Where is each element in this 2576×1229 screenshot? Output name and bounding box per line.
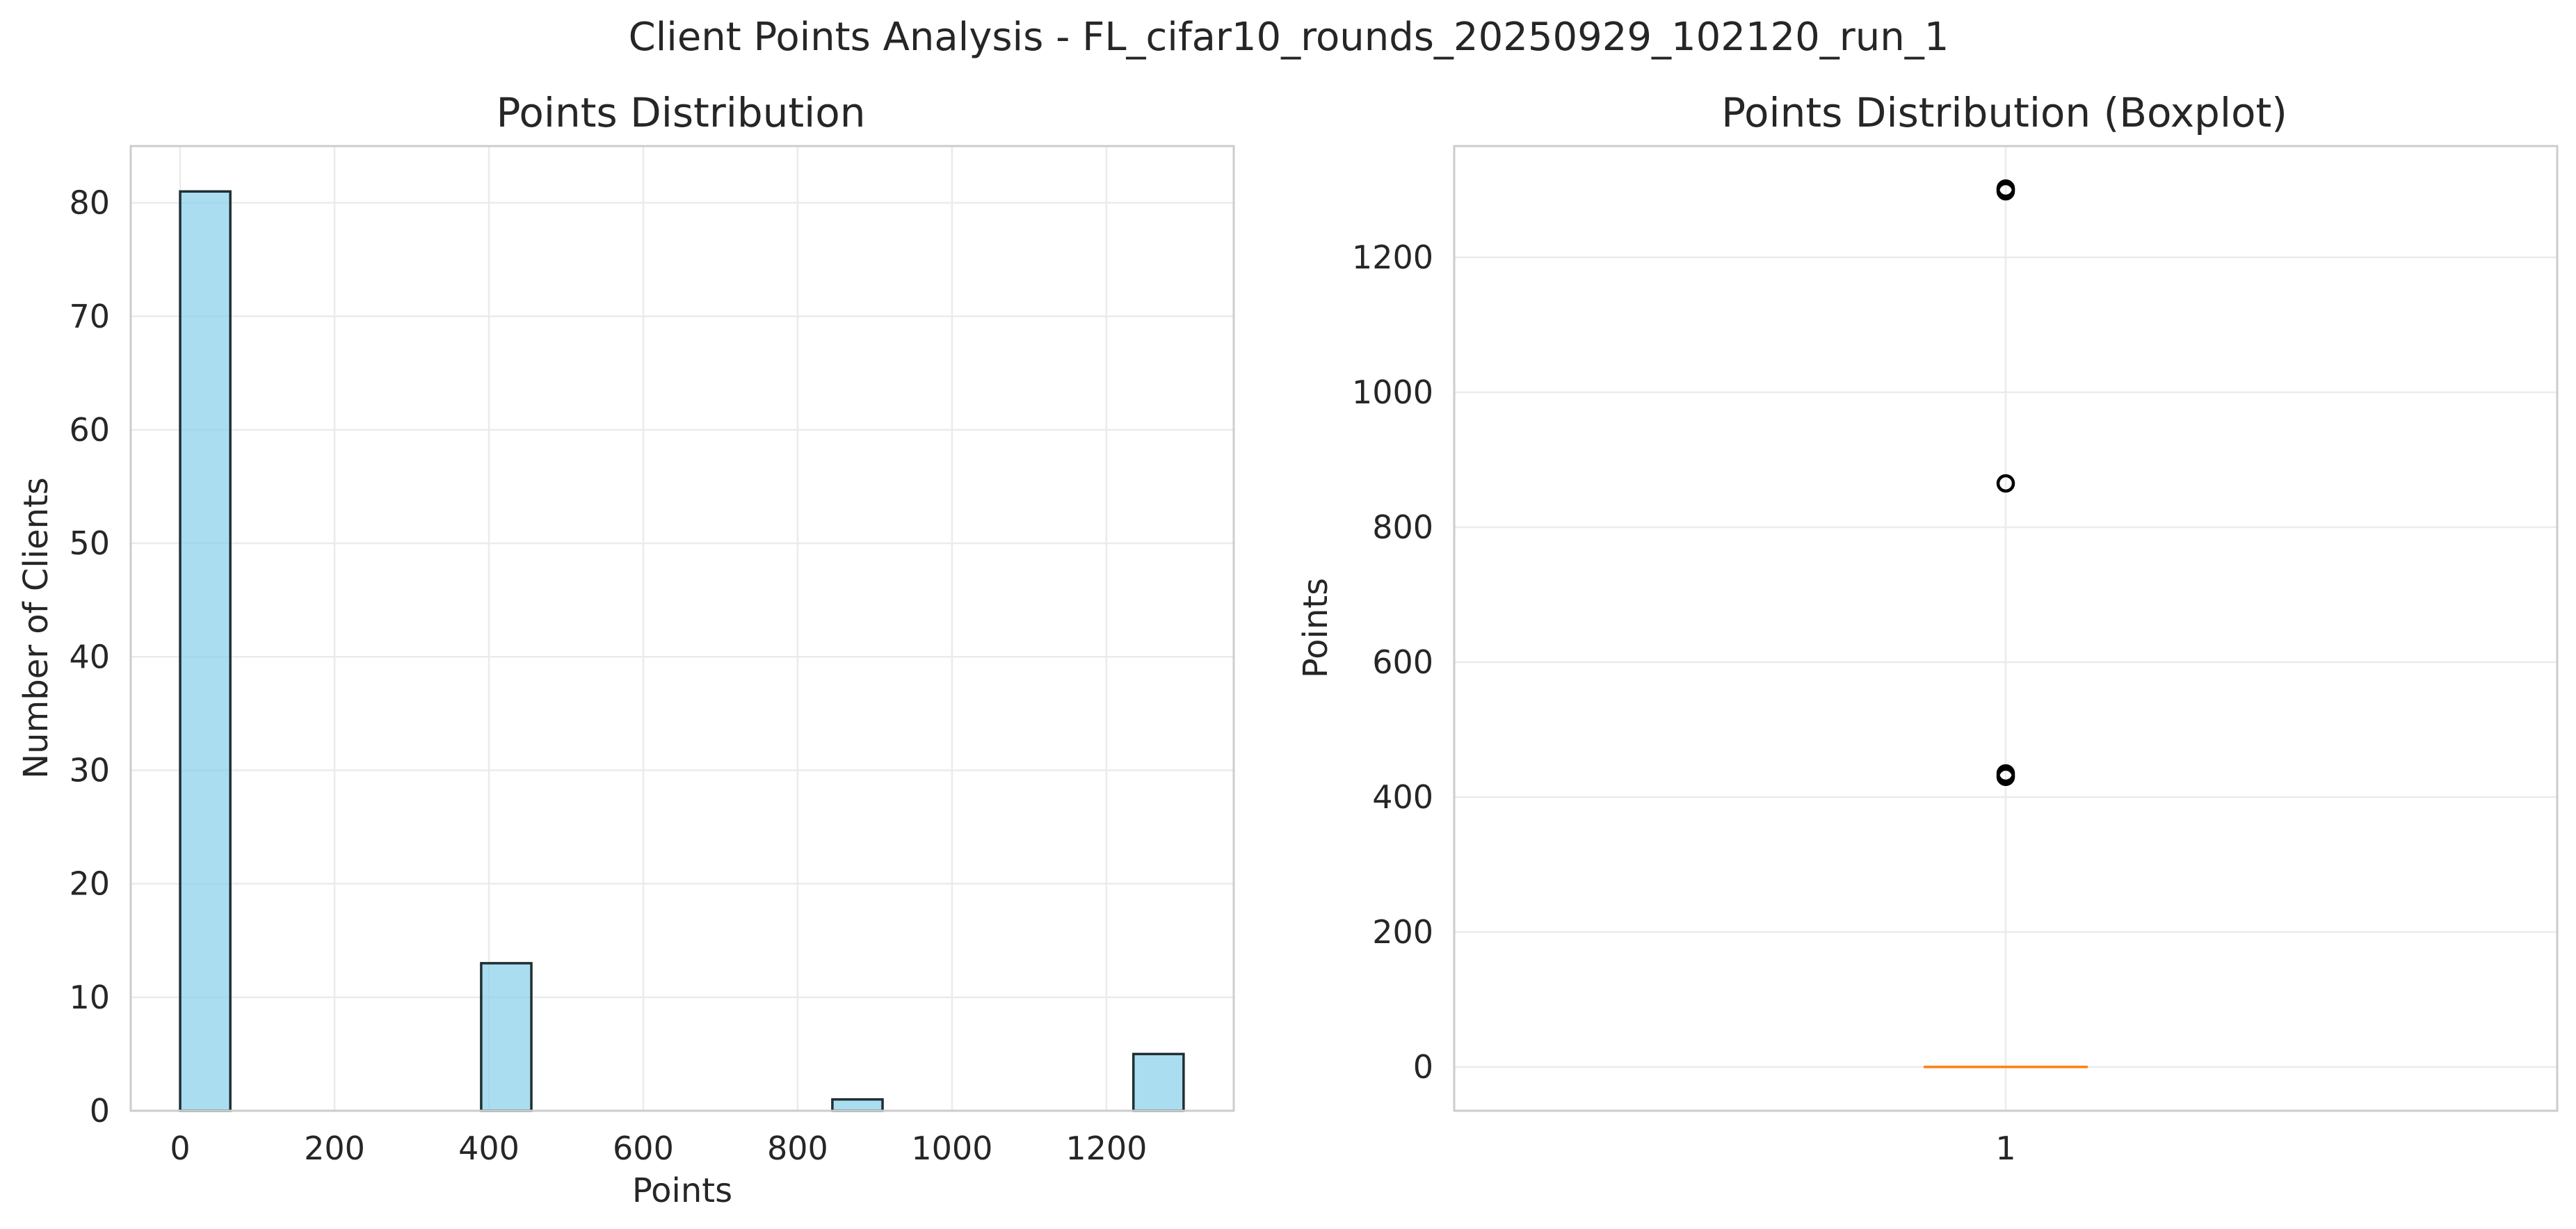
boxplot-y-tick-label: 400 (1372, 778, 1433, 816)
histogram-y-tick-label: 40 (69, 638, 110, 675)
histogram-title: Points Distribution (496, 89, 865, 136)
boxplot-outlier-point (1996, 182, 2015, 201)
histogram-y-ticks: 0 10 20 30 40 50 60 70 80 (69, 184, 110, 1130)
histogram-y-tick-label: 10 (69, 979, 110, 1016)
boxplot-y-tick-label: 0 (1413, 1048, 1433, 1086)
histogram-x-tick-label: 800 (767, 1130, 828, 1167)
histogram-bar (1132, 1052, 1185, 1112)
histogram-frame (129, 145, 1235, 1112)
boxplot-outliers (1996, 179, 2015, 787)
boxplot-y-tick-label: 1000 (1352, 373, 1433, 411)
histogram-x-tick-label: 0 (170, 1130, 190, 1167)
histogram-bars (179, 190, 1185, 1112)
histogram-x-tick-label: 1000 (911, 1130, 992, 1167)
histogram-y-tick-label: 0 (90, 1092, 110, 1130)
histogram-bar (179, 190, 232, 1112)
boxplot-gridlines (1454, 146, 2557, 1111)
figure-suptitle: Client Points Analysis - FL_cifar10_roun… (629, 15, 1949, 60)
histogram-y-tick-label: 20 (69, 865, 110, 903)
histogram-x-ticks: 0 200 400 600 800 1000 1200 (170, 1130, 1147, 1167)
boxplot-y-tick-label: 800 (1372, 508, 1433, 546)
histogram-xlabel: Points (632, 1171, 732, 1210)
boxplot-x-tick-label: 1 (1995, 1130, 2015, 1167)
boxplot-outlier-point (1996, 474, 2015, 493)
boxplot-y-tick-label: 600 (1372, 643, 1433, 681)
histogram-y-tick-label: 50 (69, 524, 110, 562)
histogram-bar (831, 1098, 884, 1112)
boxplot-y-tick-label: 1200 (1352, 239, 1433, 276)
histogram-plot-area (131, 146, 1234, 1111)
boxplot-panel: Points Distribution (Boxplot) 1 0 200 400 6… (1296, 89, 2559, 1167)
boxplot-y-tick-label: 200 (1372, 913, 1433, 951)
boxplot-ylabel: Points (1296, 578, 1335, 678)
boxplot-title: Points Distribution (Boxplot) (1721, 89, 2287, 136)
histogram-gridlines (131, 146, 1234, 1112)
boxplot-x-ticks: 1 (1995, 1130, 2015, 1167)
histogram-x-tick-label: 400 (458, 1130, 520, 1167)
boxplot-y-ticks: 0 200 400 600 800 1000 1200 (1352, 239, 1433, 1086)
histogram-y-tick-label: 60 (69, 411, 110, 449)
histogram-x-tick-label: 200 (304, 1130, 365, 1167)
histogram-panel: Points Distribution 0 200 400 600 800 1000 120… (17, 89, 1235, 1210)
histogram-ylabel: Number of Clients (17, 477, 56, 779)
histogram-x-tick-label: 600 (613, 1130, 674, 1167)
boxplot-outlier-point (1996, 767, 2015, 787)
histogram-bar (480, 962, 533, 1112)
histogram-x-tick-label: 1200 (1065, 1130, 1147, 1167)
histogram-y-tick-label: 30 (69, 751, 110, 789)
boxplot-frame (1453, 145, 2559, 1112)
histogram-y-tick-label: 70 (69, 298, 110, 335)
histogram-y-tick-label: 80 (69, 184, 110, 222)
